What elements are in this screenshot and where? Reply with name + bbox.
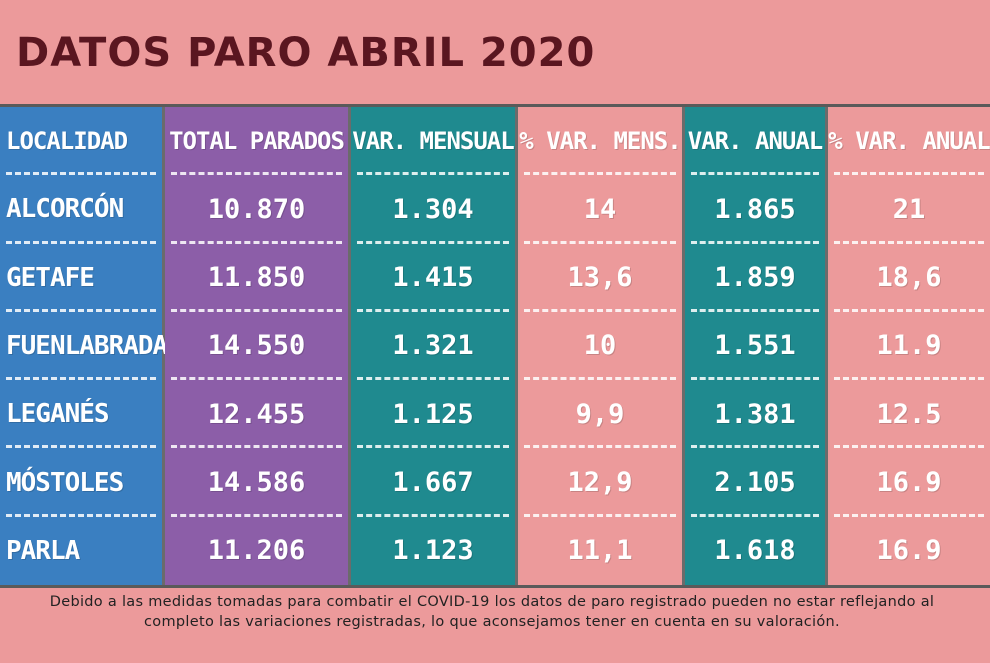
header-pct-var-anual: % VAR. ANUAL [828, 107, 990, 176]
cell-localidad: GETAFE [0, 243, 165, 313]
cell-var-mensual: 1.667 [351, 448, 518, 517]
cell-pct-var-mens: 11,1 [518, 516, 685, 585]
footnote: Debido a las medidas tomadas para combat… [49, 594, 935, 630]
cell-var-mensual: 1.415 [351, 243, 518, 313]
cell-localidad: LEGANÉS [0, 380, 165, 449]
cell-pct-var-anual: 18,6 [828, 243, 990, 313]
cell-pct-var-anual: 16.9 [828, 516, 990, 585]
header-var-mensual: VAR. MENSUAL [351, 107, 518, 176]
cell-pct-var-anual: 12.5 [828, 380, 990, 449]
cell-var-anual: 2.105 [685, 448, 828, 517]
cell-pct-var-anual: 11.9 [828, 311, 990, 381]
cell-var-mensual: 1.304 [351, 175, 518, 244]
cell-localidad: PARLA [0, 516, 165, 585]
cell-var-anual: 1.618 [685, 516, 828, 585]
cell-total-parados: 10.870 [165, 175, 351, 244]
header-var-anual: VAR. ANUAL [685, 107, 828, 176]
cell-localidad: MÓSTOLES [0, 448, 165, 517]
cell-var-mensual: 1.125 [351, 380, 518, 449]
unemployment-table: LOCALIDAD TOTAL PARADOS VAR. MENSUAL % V… [0, 104, 990, 588]
cell-pct-var-mens: 10 [518, 311, 685, 381]
cell-pct-var-mens: 12,9 [518, 448, 685, 517]
cell-total-parados: 11.206 [165, 516, 351, 585]
header-pct-var-mens: % VAR. MENS. [518, 107, 685, 176]
cell-total-parados: 12.455 [165, 380, 351, 449]
cell-var-anual: 1.551 [685, 311, 828, 381]
cell-localidad: FUENLABRADA [0, 311, 168, 381]
cell-total-parados: 14.586 [165, 448, 351, 517]
cell-var-anual: 1.381 [685, 380, 828, 449]
cell-pct-var-anual: 21 [828, 175, 990, 244]
cell-pct-var-anual: 16.9 [828, 448, 990, 517]
header-total-parados: TOTAL PARADOS [165, 107, 351, 176]
cell-var-anual: 1.859 [685, 243, 828, 313]
page-title: DATOS PARO ABRIL 2020 [16, 30, 596, 76]
cell-localidad: ALCORCÓN [0, 175, 165, 244]
cell-pct-var-mens: 13,6 [518, 243, 685, 313]
cell-total-parados: 11.850 [165, 243, 351, 313]
cell-var-mensual: 1.321 [351, 311, 518, 381]
cell-total-parados: 14.550 [165, 311, 351, 381]
cell-var-mensual: 1.123 [351, 516, 518, 585]
header-localidad: LOCALIDAD [0, 107, 165, 176]
cell-pct-var-mens: 14 [518, 175, 685, 244]
cell-pct-var-mens: 9,9 [518, 380, 685, 449]
cell-var-anual: 1.865 [685, 175, 828, 244]
